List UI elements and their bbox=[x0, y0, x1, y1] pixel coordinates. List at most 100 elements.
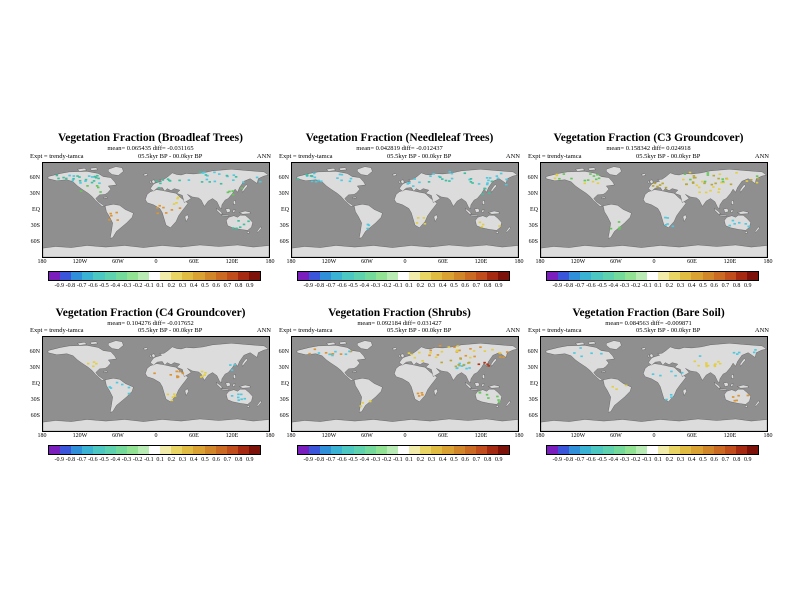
anomaly-speckle-layer bbox=[55, 170, 262, 229]
y-tick-label: 60N bbox=[527, 349, 538, 356]
x-tick-label: 60E bbox=[189, 433, 199, 440]
x-tick-label: 60W bbox=[361, 433, 373, 440]
x-axis-labels: 180 120W 60W 0 60E 120E 180 bbox=[536, 258, 773, 267]
colorbar-tick-label: 0.9 bbox=[744, 282, 752, 289]
colorbar-tick-label: 0.7 bbox=[721, 457, 730, 464]
colorbar-tick-label: 0.9 bbox=[495, 282, 503, 289]
y-tick-label: 60N bbox=[278, 174, 289, 181]
colorbar-cell bbox=[104, 271, 116, 280]
x-tick-label: 0 bbox=[154, 433, 158, 440]
colorbar-cell bbox=[309, 446, 321, 455]
y-tick-label: 30S bbox=[528, 397, 538, 404]
colorbar-tick-label: -0.1 bbox=[144, 457, 154, 464]
colorbar-tick-label: -0.8 bbox=[65, 457, 76, 464]
colorbar-cell bbox=[320, 446, 332, 455]
panel-title: Vegetation Fraction (Bare Soil) bbox=[572, 306, 725, 319]
colorbar-tick-label: 0.5 bbox=[699, 282, 707, 289]
x-axis-labels: 180 120W 60W 0 60E 120E 180 bbox=[536, 432, 773, 441]
colorbar-tick-label: -0.6 bbox=[337, 282, 347, 289]
colorbar-cell bbox=[126, 446, 138, 455]
colorbar-cell bbox=[431, 271, 443, 280]
colorbar-cell bbox=[104, 446, 116, 455]
experiment-label: Expt = trendy-tamca bbox=[279, 327, 333, 335]
y-tick-label: EQ bbox=[32, 381, 40, 388]
colorbar-tick-label: -0.8 bbox=[65, 282, 76, 289]
colorbar-cell bbox=[680, 446, 692, 455]
x-tick-label: 120W bbox=[321, 258, 337, 265]
colorbar-cell bbox=[182, 446, 194, 455]
stats-line: mean= 0.092184 diff= 0.031427 bbox=[357, 319, 442, 327]
colorbar-tick-label: 0.5 bbox=[201, 282, 209, 289]
colorbar-cell bbox=[746, 446, 759, 455]
colorbar-tick-label: 0.9 bbox=[744, 457, 752, 464]
y-tick-label: 30N bbox=[527, 365, 538, 372]
colorbar-tick-label: -0.5 bbox=[597, 282, 607, 289]
y-tick-label: EQ bbox=[32, 206, 40, 213]
colorbar-tick-label: -0.8 bbox=[314, 282, 325, 289]
colorbar-cell bbox=[397, 446, 410, 455]
colorbar-tick-label: 0.9 bbox=[495, 457, 503, 464]
season-label: ANN bbox=[256, 327, 271, 335]
experiment-label: Expt = trendy-tamca bbox=[30, 327, 84, 335]
colorbar-tick-label: 0.9 bbox=[246, 457, 254, 464]
colorbar-tick-label: 0.8 bbox=[234, 457, 243, 464]
anomaly-speckle-layer bbox=[308, 345, 509, 408]
colorbar-tick-label: -0.7 bbox=[325, 457, 336, 464]
colorbar-cell bbox=[409, 446, 421, 455]
colorbar-cell bbox=[442, 271, 454, 280]
colorbar-cell bbox=[237, 446, 249, 455]
map-row: 60N 30N EQ 30S 60S bbox=[26, 336, 275, 433]
colorbar-tick-label: 0.3 bbox=[676, 282, 685, 289]
x-axis-labels: 180 120W 60W 0 60E 120E 180 bbox=[38, 258, 275, 267]
colorbar-cell bbox=[453, 271, 465, 280]
colorbar-cell bbox=[386, 446, 398, 455]
period-label: 05.5kyr BP - 00.0kyr BP bbox=[386, 327, 452, 335]
colorbar-cell bbox=[93, 271, 105, 280]
meta-row: Expt = trendy-tamca 05.5kyr BP - 00.0kyr… bbox=[26, 327, 275, 335]
colorbar-cell bbox=[713, 271, 725, 280]
season-label: ANN bbox=[505, 152, 520, 160]
colorbar-cell bbox=[635, 446, 647, 455]
x-tick-label: 120E bbox=[474, 433, 488, 440]
meta-row: Expt = trendy-tamca 05.5kyr BP - 00.0kyr… bbox=[524, 327, 773, 335]
colorbar-cell bbox=[464, 271, 476, 280]
colorbar-cell bbox=[497, 271, 510, 280]
colorbar-tick-label: 0.8 bbox=[483, 282, 492, 289]
colorbar-tick-label: -0.4 bbox=[359, 457, 370, 464]
colorbar-cell bbox=[397, 271, 410, 280]
colorbar-tick-label: 0.3 bbox=[676, 457, 685, 464]
colorbar-cell bbox=[658, 446, 670, 455]
colorbar-tick-label: -0.7 bbox=[76, 457, 87, 464]
colorbar-cell bbox=[691, 271, 703, 280]
colorbar-cell bbox=[702, 446, 714, 455]
panel-title: Vegetation Fraction (C4 Groundcover) bbox=[55, 306, 246, 319]
y-tick-label: 60S bbox=[30, 238, 40, 245]
colorbar-cell bbox=[669, 446, 681, 455]
colorbar-tick-label: -0.3 bbox=[370, 457, 381, 464]
season-label: ANN bbox=[754, 327, 769, 335]
stats-line: mean= 0.158342 diff= 0.024918 bbox=[606, 145, 691, 152]
colorbar-tick-label: 0.5 bbox=[699, 457, 707, 464]
panel-title: Vegetation Fraction (Needleleaf Trees) bbox=[305, 132, 494, 144]
y-axis-labels: 60N 30N EQ 30S 60S bbox=[275, 162, 291, 258]
colorbar-cell bbox=[215, 446, 227, 455]
colorbar-tick-label: 0.2 bbox=[416, 282, 425, 289]
x-tick-label: 60W bbox=[610, 433, 622, 440]
colorbar-cell bbox=[547, 271, 559, 280]
meta-row: Expt = trendy-tamca 05.5kyr BP - 00.0kyr… bbox=[524, 153, 773, 161]
x-tick-label: 60W bbox=[112, 258, 124, 265]
colorbar-tick-label: -0.4 bbox=[608, 282, 619, 289]
colorbar-cell bbox=[375, 271, 387, 280]
colorbar-tick-label: 0.1 bbox=[156, 282, 164, 289]
y-tick-label: 30S bbox=[30, 397, 40, 404]
colorbar-cell bbox=[420, 271, 432, 280]
colorbar-cell bbox=[724, 271, 736, 280]
map-panel: Vegetation Fraction (Bare Soil) mean= 0.… bbox=[524, 307, 773, 466]
colorbar-tick-label: -0.1 bbox=[393, 282, 403, 289]
colorbar-tick-label: -0.7 bbox=[76, 282, 87, 289]
world-map bbox=[291, 161, 519, 258]
colorbar-labels: -0.9 -0.8 -0.7 -0.6 -0.5 -0.4 -0.3 -0.2 -0.1 0.1 0… bbox=[48, 456, 261, 465]
colorbar-cell bbox=[646, 271, 659, 280]
colorbar-cell bbox=[375, 446, 387, 455]
colorbar-tick-label: -0.2 bbox=[132, 457, 143, 464]
